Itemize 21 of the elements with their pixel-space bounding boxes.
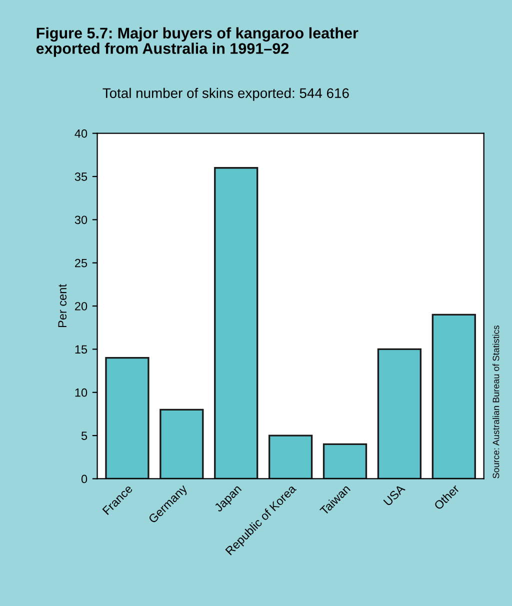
bar bbox=[105, 357, 150, 479]
x-tick-label: USA bbox=[383, 484, 406, 506]
y-tick-label: 5 bbox=[81, 432, 88, 440]
bar bbox=[214, 167, 258, 479]
y-tick-label: 15 bbox=[75, 345, 88, 354]
y-axis-title: Per cent bbox=[58, 284, 67, 328]
y-tick-label: 20 bbox=[75, 302, 88, 310]
y-tick-label: 0 bbox=[81, 474, 88, 484]
bar bbox=[322, 443, 368, 479]
bar bbox=[268, 434, 313, 479]
source-note: Source: Australian Bureau of Statistics bbox=[492, 326, 500, 478]
chart-title: Figure 5.7: Major buyers of kangaroo leather exported from Australia in 1991–92 bbox=[36, 27, 358, 57]
y-tick-label: 30 bbox=[74, 216, 88, 224]
y-tick-label: 35 bbox=[74, 172, 88, 181]
bar bbox=[160, 408, 204, 479]
bar bbox=[432, 314, 476, 479]
y-tick-label: 40 bbox=[74, 129, 88, 138]
y-tick-label: 10 bbox=[75, 388, 88, 397]
chart-subtitle: Total number of skins exported: 544 616 bbox=[102, 88, 349, 101]
y-tick-label: 25 bbox=[75, 258, 88, 268]
bar bbox=[377, 348, 422, 479]
